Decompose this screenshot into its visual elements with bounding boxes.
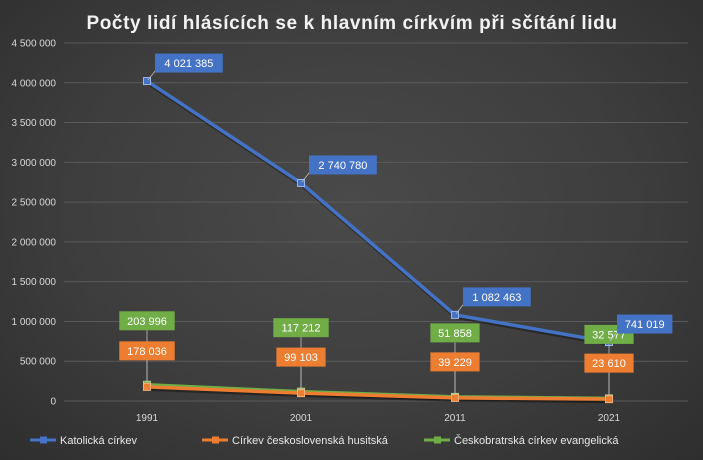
data-label-text: 99 103 [284,352,318,364]
series [143,77,613,404]
legend-label: Církev československá husitská [232,435,389,447]
legend-item: Katolická církev [30,435,138,447]
data-point [143,77,151,86]
legend-label: Českobratrská církev evangelická [454,434,619,447]
data-point [297,389,305,398]
data-point [451,393,459,402]
y-tick-label: 1 000 000 [12,317,57,328]
data-point [451,310,459,319]
legend-swatch-marker [40,436,47,444]
data-label-box [273,318,329,338]
data-label-text: 117 212 [282,323,321,335]
x-axis-ticks: 1991 2001 2011 2021 [136,413,621,424]
y-tick-label: 1 500 000 [12,277,57,288]
series-line [145,385,611,401]
data-label-text: 51 858 [438,328,472,340]
data-label-box [119,311,175,331]
data-label-text: 23 610 [592,358,626,370]
data-label-box [276,347,326,367]
data-label-box [309,155,377,175]
y-tick-label: 3 000 000 [12,158,57,169]
y-tick-label: 0 [50,397,56,408]
data-label-box [430,352,480,372]
legend-swatch-marker [434,436,441,444]
data-label-box [155,53,223,73]
data-label: 2 740 780 [301,155,377,183]
data-label-text: 2 740 780 [318,160,367,172]
data-label-box [617,314,673,334]
legend-label: Katolická církev [60,435,138,447]
legend: Katolická církev Církev československá hu… [30,434,619,447]
data-label: 178 036 [119,341,175,383]
data-label-box [463,287,531,307]
data-label: 39 229 [430,352,480,394]
series-1 [143,77,613,347]
y-axis-ticks: 0 500 000 1 000 000 1 500 000 2 000 000 2 500… [12,39,57,408]
data-label: 1 082 463 [455,287,531,315]
data-label-box [430,323,480,343]
data-label: 51 858 [430,323,480,393]
data-label-text: 1 082 463 [472,292,521,304]
x-tick-label: 1991 [136,413,159,424]
y-tick-label: 4 000 000 [12,78,57,89]
data-label: 741 019 [609,314,673,342]
data-label-box [119,341,175,361]
data-label-box [584,353,634,373]
data-label-text: 39 229 [438,357,472,369]
data-label-text: 741 019 [625,319,665,331]
data-label: 4 021 385 [147,53,223,81]
y-tick-label: 2 000 000 [12,237,57,248]
data-label: 117 212 [273,318,329,388]
legend-item: Českobratrská církev evangelická [424,434,619,447]
series-2 [143,382,613,404]
data-label-text: 178 036 [127,346,167,358]
chart-title: Počty lidí hlásících se k hlavním církví… [86,13,617,34]
data-label-text: 4 021 385 [164,58,213,70]
data-label: 203 996 [119,311,175,381]
series-line-shadow [147,386,611,404]
x-tick-label: 2011 [444,413,466,424]
data-point [143,382,151,391]
x-tick-label: 2021 [598,413,621,424]
legend-swatch-marker [212,436,219,444]
data-label: 99 103 [276,347,326,390]
y-tick-label: 3 500 000 [12,118,57,129]
data-label: 23 610 [584,353,634,396]
data-point [605,395,613,404]
series-line [145,79,611,344]
data-label-text: 203 996 [127,316,167,328]
x-tick-label: 2001 [290,413,313,424]
y-tick-label: 2 500 000 [12,198,57,209]
y-tick-label: 4 500 000 [12,39,57,50]
legend-item: Církev československá husitská [202,435,389,447]
data-point [297,178,305,187]
y-tick-label: 500 000 [20,357,57,368]
